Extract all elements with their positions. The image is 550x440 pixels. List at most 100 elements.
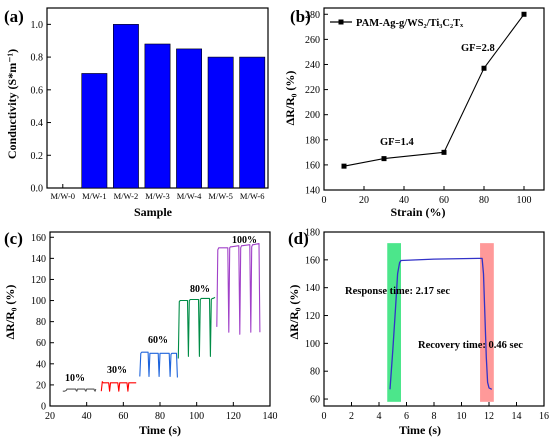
panel-c-xtick-label: 60 bbox=[118, 411, 128, 422]
panel-b-xtick-label: 100 bbox=[517, 195, 532, 206]
data-point bbox=[521, 11, 527, 17]
label-60pct: 60% bbox=[148, 335, 168, 346]
panel-c-ytick-label: 140 bbox=[31, 254, 46, 265]
panel-d-ytick-label: 180 bbox=[305, 228, 320, 239]
gf-annotation-1: GF=1.4 bbox=[380, 137, 414, 148]
panel-d-ytick-label: 60 bbox=[310, 395, 320, 406]
panel-c-ytick-label: 120 bbox=[31, 275, 46, 286]
bar-M/W-6 bbox=[239, 56, 266, 189]
panel-d-ytick-label: 160 bbox=[305, 255, 320, 266]
panel-b-ytick-label: 280 bbox=[305, 10, 320, 21]
panel-d-xtick-label: 16 bbox=[539, 411, 549, 422]
panel-d-ytick-label: 120 bbox=[305, 311, 320, 322]
label-80pct: 80% bbox=[190, 284, 210, 295]
series-80pct bbox=[177, 296, 216, 359]
bar-M/W-4 bbox=[176, 48, 202, 189]
data-point bbox=[341, 163, 347, 169]
panel-c-xtick-label: 80 bbox=[155, 411, 165, 422]
panel-d: (d) Time (s) ΔR/R₀ (%) 0 2 4 6 8 10 12 14 16 60 80… bbox=[287, 228, 549, 438]
legend-marker bbox=[338, 19, 344, 25]
panel-c-ytick-label: 20 bbox=[36, 380, 46, 391]
panel-b-ytick-label: 140 bbox=[305, 186, 320, 197]
series-strain-line bbox=[343, 13, 525, 167]
panel-d-xtick-label: 6 bbox=[404, 411, 409, 422]
response-time-annotation: Response time: 2.17 sec bbox=[345, 286, 450, 297]
panel-b-legend: PAM-Ag-g/WS₂/Ti₃C₂Tₓ bbox=[330, 18, 464, 29]
panel-a-xtick-label: M/W-2 bbox=[114, 191, 139, 201]
panel-b-ytick-label: 260 bbox=[305, 35, 320, 46]
panel-c: (c) Time (s) ΔR/R₀ (%) 20 40 60 80 100 120 140… bbox=[3, 229, 278, 437]
panel-b-ytick-label: 180 bbox=[305, 135, 320, 146]
panel-a-xtick-label: M/W-1 bbox=[82, 191, 107, 201]
panel-d-label: (d) bbox=[288, 229, 309, 248]
bar-M/W-1 bbox=[81, 73, 108, 189]
panel-d-xtick-label: 2 bbox=[349, 411, 354, 422]
panel-d-xtick-label: 4 bbox=[377, 411, 382, 422]
panel-c-ytick-label: 40 bbox=[36, 359, 46, 370]
panel-a-axes: M/W-0 M/W-1 M/W-2 M/W-3 M/W-4 M/W-5 M/W-6 0.0 0.… bbox=[31, 7, 269, 201]
panel-b-ytick-label: 220 bbox=[305, 85, 320, 96]
panel-d-xtick-label: 12 bbox=[484, 411, 494, 422]
panel-a-ylabel: Conductivity (S*m⁻¹) bbox=[5, 49, 19, 159]
panel-a-xlabel: Sample bbox=[134, 205, 173, 219]
panel-d-xlabel: Time (s) bbox=[399, 423, 441, 437]
panel-a-xtick-label: M/W-6 bbox=[240, 191, 265, 201]
panel-b-plot bbox=[341, 11, 527, 169]
label-30pct: 30% bbox=[107, 365, 127, 376]
panel-c-ytick-label: 160 bbox=[31, 233, 46, 244]
panel-c-frame bbox=[49, 231, 271, 407]
panel-a-xtick-label: M/W-3 bbox=[145, 191, 170, 201]
panel-d-xtick-label: 10 bbox=[457, 411, 467, 422]
recovery-time-annotation: Recovery time: 0.46 sec bbox=[418, 340, 523, 351]
panel-b-ytick-label: 200 bbox=[305, 110, 320, 121]
panel-b-xtick-label: 0 bbox=[322, 195, 327, 206]
panel-c-xtick-label: 40 bbox=[82, 411, 92, 422]
panel-a-ytick-label: 0.2 bbox=[31, 151, 44, 162]
panel-b-xlabel: Strain (%) bbox=[391, 205, 446, 219]
panel-d-ylabel: ΔR/R₀ (%) bbox=[287, 285, 301, 340]
panel-d-ytick-label: 140 bbox=[305, 283, 320, 294]
panel-c-xtick-label: 120 bbox=[226, 411, 241, 422]
panel-b: (b) Strain (%) ΔR/R₀ (%) 0 20 40 60 80 100 140… bbox=[283, 7, 545, 219]
panel-a-label: (a) bbox=[4, 7, 24, 26]
panel-b-ytick-label: 240 bbox=[305, 60, 320, 71]
series-10pct bbox=[62, 388, 97, 392]
panel-d-xtick-label: 14 bbox=[512, 411, 522, 422]
panel-d-axes: 0 2 4 6 8 10 12 14 16 60 80 100 120 140 160 180 bbox=[305, 228, 549, 423]
bar-M/W-5 bbox=[207, 56, 234, 189]
panel-a-ytick-label: 0.6 bbox=[31, 85, 44, 96]
panel-b-label: (b) bbox=[290, 7, 311, 26]
label-10pct: 10% bbox=[65, 373, 85, 384]
panel-d-ytick-label: 100 bbox=[305, 339, 320, 350]
panel-a-ytick-label: 0.8 bbox=[31, 53, 44, 64]
data-point bbox=[441, 149, 447, 155]
panel-c-xlabel: Time (s) bbox=[139, 423, 181, 437]
panel-b-xtick-label: 20 bbox=[359, 195, 369, 206]
series-response-trace bbox=[389, 257, 493, 390]
label-100pct: 100% bbox=[232, 235, 257, 246]
panel-d-xtick-label: 8 bbox=[432, 411, 437, 422]
panel-c-plot bbox=[62, 243, 261, 392]
panel-c-xtick-label: 140 bbox=[263, 411, 278, 422]
series-60pct bbox=[139, 351, 178, 378]
panel-b-ylabel: ΔR/R₀ (%) bbox=[283, 71, 297, 126]
data-point bbox=[381, 156, 387, 162]
panel-c-xtick-label: 20 bbox=[45, 411, 55, 422]
panel-c-label: (c) bbox=[4, 229, 23, 248]
panel-c-ytick-label: 60 bbox=[36, 338, 46, 349]
panel-c-ylabel: ΔR/R₀ (%) bbox=[3, 285, 17, 340]
gf-annotation-2: GF=2.8 bbox=[461, 43, 495, 54]
series-30pct bbox=[100, 381, 137, 392]
panel-a-ytick-label: 0.4 bbox=[31, 118, 44, 129]
series-100pct bbox=[216, 243, 261, 335]
panel-b-xtick-label: 40 bbox=[399, 195, 409, 206]
bar-M/W-3 bbox=[144, 43, 171, 189]
panel-d-plot bbox=[387, 243, 494, 402]
panel-b-xtick-label: 80 bbox=[479, 195, 489, 206]
panel-c-ytick-label: 80 bbox=[36, 317, 46, 328]
panel-c-ytick-label: 100 bbox=[31, 296, 46, 307]
panel-d-ytick-label: 80 bbox=[310, 367, 320, 378]
panel-b-ytick-label: 160 bbox=[305, 160, 320, 171]
